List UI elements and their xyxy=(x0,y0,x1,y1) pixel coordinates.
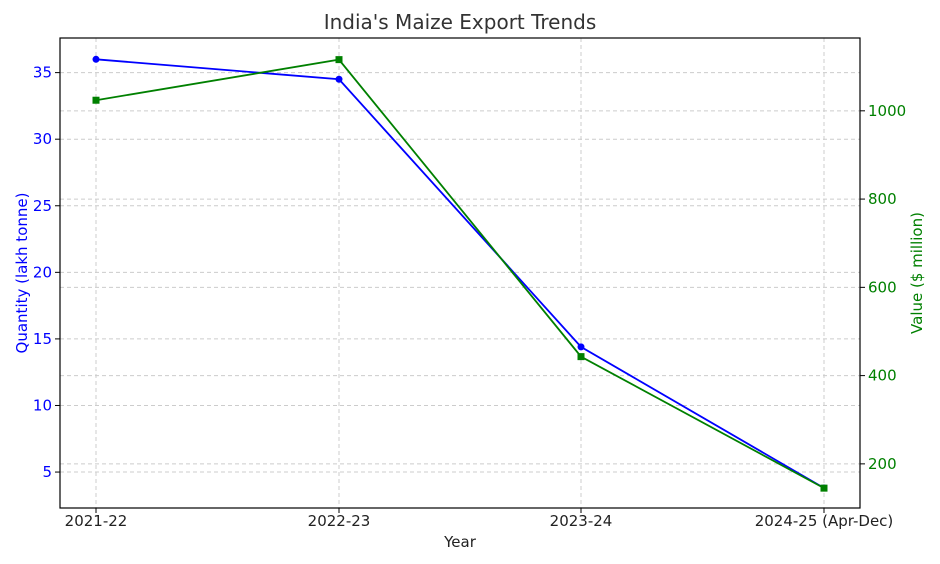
x-tick-label: 2022-23 xyxy=(308,512,371,530)
series-layer xyxy=(92,55,828,492)
data-point-right xyxy=(820,484,828,492)
right-tick-label: 1000 xyxy=(868,102,906,120)
right-tick-label: 800 xyxy=(868,190,897,208)
series-line-left xyxy=(95,58,825,489)
x-tick-label: 2024-25 (Apr-Dec) xyxy=(755,512,894,530)
right-tick-label: 600 xyxy=(868,278,897,296)
right-tick-label: 400 xyxy=(868,367,897,385)
y-axis-right-label: Value ($ million) xyxy=(908,212,926,334)
left-tick-label: 35 xyxy=(33,64,52,82)
grid xyxy=(60,38,860,508)
series-line-right xyxy=(95,58,825,489)
x-axis-label: Year xyxy=(443,533,477,551)
x-tick-label: 2023-24 xyxy=(550,512,613,530)
right-axis: 200 400 600 800 1000 xyxy=(860,102,906,473)
left-tick-label: 20 xyxy=(33,263,52,281)
data-point-right xyxy=(335,56,343,64)
data-point-left xyxy=(577,343,585,351)
data-point-left xyxy=(335,75,343,83)
data-point-right xyxy=(577,353,585,361)
left-tick-label: 25 xyxy=(33,197,52,215)
y-axis-left-label: Quantity (lakh tonne) xyxy=(13,193,31,354)
chart-title: India's Maize Export Trends xyxy=(324,10,597,34)
left-tick-label: 30 xyxy=(33,130,52,148)
left-axis: 5 10 15 20 25 30 35 xyxy=(33,64,60,481)
left-tick-label: 10 xyxy=(33,396,52,414)
x-axis: 2021-22 2022-23 2023-24 2024-25 (Apr-Dec) xyxy=(65,508,894,530)
left-tick-label: 5 xyxy=(42,463,52,481)
plot-frame xyxy=(59,37,861,509)
left-tick-label: 15 xyxy=(33,330,52,348)
right-tick-label: 200 xyxy=(868,455,897,473)
data-point-right xyxy=(92,96,100,104)
data-point-left xyxy=(92,55,100,63)
x-tick-label: 2021-22 xyxy=(65,512,128,530)
